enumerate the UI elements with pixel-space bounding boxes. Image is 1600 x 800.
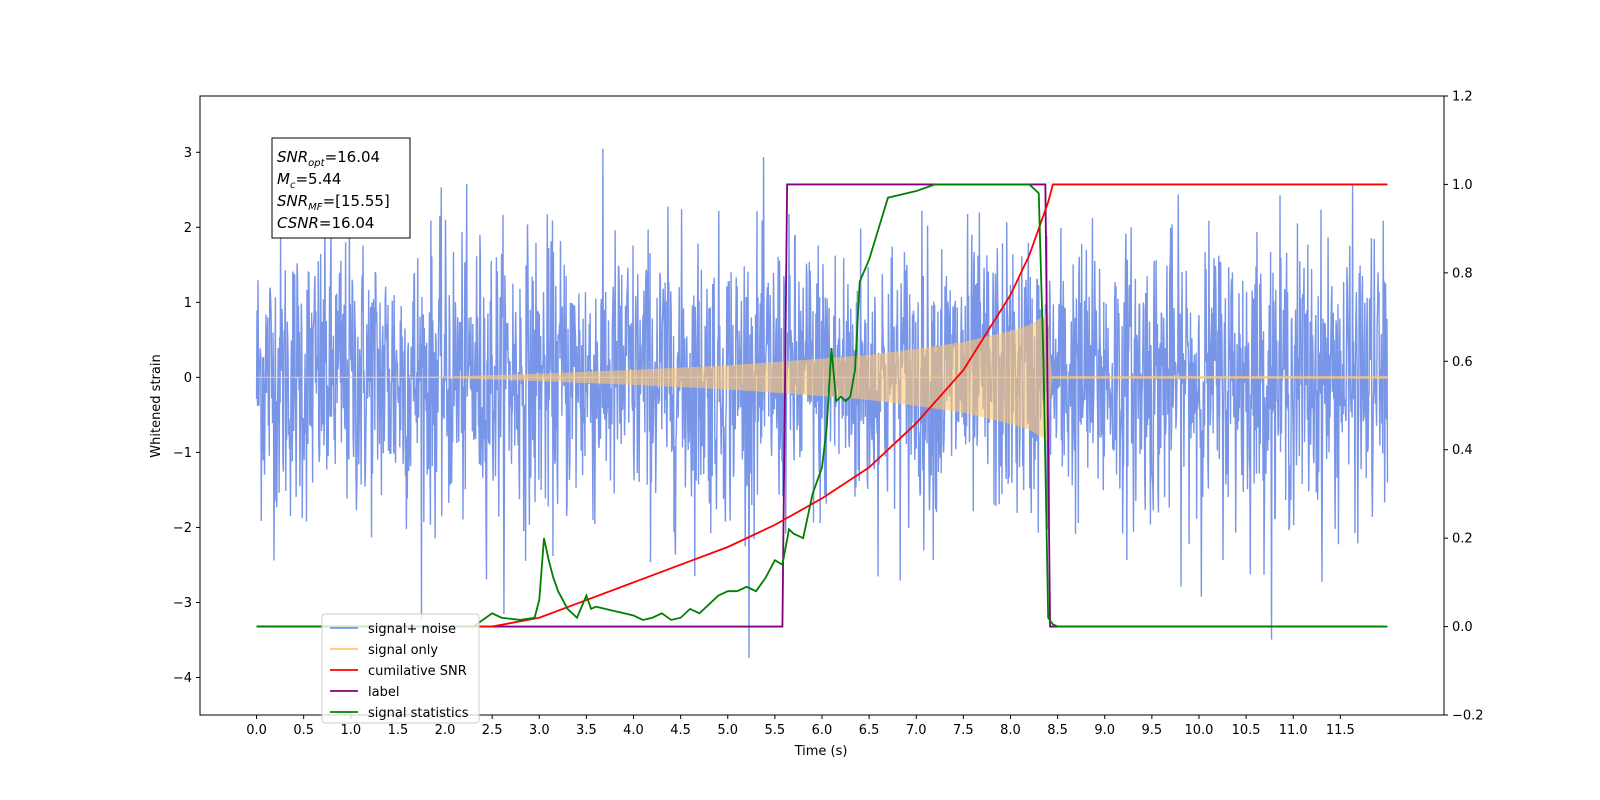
x-tick-label: 1.5	[388, 723, 409, 738]
y-left-tick-label: 3	[184, 146, 192, 161]
info-line: SNRopt=16.04	[277, 148, 380, 169]
legend-label: signal+ noise	[368, 622, 456, 637]
x-tick-label: 2.5	[482, 723, 503, 738]
y-right-tick-label: 0.6	[1452, 355, 1473, 370]
plot-area	[255, 148, 1389, 658]
y-axis-left: 3 2 1 0 −1 −2 −3 −4	[173, 146, 200, 686]
info-symbol: M	[277, 170, 290, 188]
legend-label: signal statistics	[368, 706, 469, 721]
x-tick-label: 2.0	[435, 723, 456, 738]
x-tick-label: 7.5	[953, 723, 974, 738]
x-tick-label: 6.0	[812, 723, 833, 738]
legend-label: cumilative SNR	[368, 664, 467, 679]
y-right-tick-label: 0.0	[1452, 620, 1473, 635]
info-value: =16.04	[325, 148, 381, 166]
x-tick-label: 5.0	[717, 723, 738, 738]
info-line: SNRMF=[15.55]	[277, 192, 390, 213]
info-symbol: SNR	[277, 192, 308, 210]
y-right-tick-label: 1.2	[1452, 90, 1473, 105]
info-value: =[15.55]	[323, 192, 390, 210]
y-left-tick-label: −1	[173, 446, 192, 461]
x-axis: 0.0 0.5 1.0 1.5 2.0 2.5 3.0 3.5 4.0 4.5 5.0 5.5 6.0 6…	[246, 715, 1355, 738]
y-left-tick-label: 1	[184, 296, 192, 311]
info-line: CSNR=16.04	[277, 214, 374, 232]
info-subscript: opt	[308, 158, 325, 169]
info-subscript: MF	[308, 202, 323, 213]
x-tick-label: 9.0	[1094, 723, 1115, 738]
x-tick-label: 3.0	[529, 723, 550, 738]
y-left-tick-label: 2	[184, 221, 192, 236]
legend-label: label	[368, 685, 399, 700]
info-line: Mc=5.44	[277, 170, 341, 191]
x-tick-label: 10.0	[1184, 723, 1213, 738]
legend: signal+ noise signal only cumilative SNR la…	[321, 613, 480, 724]
info-symbol: SNR	[277, 148, 308, 166]
y-right-tick-label: −0.2	[1452, 709, 1484, 724]
x-tick-label: 0.5	[293, 723, 314, 738]
y-left-tick-label: −3	[173, 596, 192, 611]
y-axis-right: 1.2 1.0 0.8 0.6 0.4 0.2 0.0 −0.2	[1444, 90, 1484, 724]
x-tick-label: 11.0	[1279, 723, 1308, 738]
x-tick-label: 6.5	[859, 723, 880, 738]
series-signal-statistics	[256, 183, 1388, 628]
y-left-tick-label: −4	[173, 671, 192, 686]
y-right-tick-label: 1.0	[1452, 178, 1473, 193]
info-value: =5.44	[295, 170, 341, 188]
y-axis-title: Whitened strain	[149, 354, 164, 457]
x-tick-label: 8.5	[1047, 723, 1068, 738]
info-subscript: c	[290, 180, 296, 191]
x-tick-label: 8.0	[1000, 723, 1021, 738]
x-tick-label: 0.0	[246, 723, 267, 738]
x-tick-label: 10.5	[1232, 723, 1261, 738]
x-tick-label: 7.0	[906, 723, 927, 738]
info-box: SNRopt=16.04Mc=5.44SNRMF=[15.55]CSNR=16.…	[271, 137, 411, 239]
x-tick-label: 9.5	[1142, 723, 1163, 738]
legend-label: signal only	[368, 643, 438, 658]
y-right-tick-label: 0.2	[1452, 532, 1473, 547]
info-symbol: CSNR	[277, 214, 319, 232]
x-tick-label: 5.5	[765, 723, 786, 738]
x-tick-label: 1.0	[340, 723, 361, 738]
series-cumulative-snr	[256, 183, 1388, 628]
y-left-tick-label: 0	[184, 371, 192, 386]
x-tick-label: 11.5	[1326, 723, 1355, 738]
y-left-tick-label: −2	[173, 521, 192, 536]
x-tick-label: 4.5	[670, 723, 691, 738]
info-value: =16.04	[319, 214, 375, 232]
x-tick-label: 4.0	[623, 723, 644, 738]
y-right-tick-label: 0.8	[1452, 266, 1473, 281]
legend-frame	[321, 613, 480, 724]
x-tick-label: 3.5	[576, 723, 597, 738]
x-axis-title: Time (s)	[794, 744, 848, 759]
info-box-frame	[271, 137, 411, 239]
y-right-tick-label: 0.4	[1452, 443, 1473, 458]
series-signal-plus-noise	[255, 148, 1389, 658]
